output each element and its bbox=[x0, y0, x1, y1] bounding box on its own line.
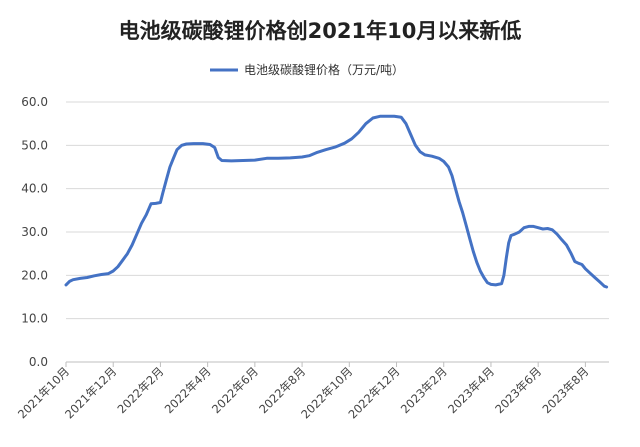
y-axis-ticks: 0.0 10.0 20.0 30.0 40.0 50.0 60.0 bbox=[21, 95, 48, 369]
legend: 电池级碳酸锂价格（万元/吨） bbox=[210, 62, 404, 77]
series-line bbox=[64, 114, 609, 289]
y-tick-label: 60.0 bbox=[21, 95, 48, 109]
y-tick-label: 0.0 bbox=[29, 355, 48, 369]
x-tick-label: 2022年4月 bbox=[162, 364, 214, 416]
x-tick-label: 2023年6月 bbox=[492, 364, 544, 416]
chart-title: 电池级碳酸锂价格创2021年10月以来新低 bbox=[119, 19, 522, 43]
x-tick-label: 2023年8月 bbox=[539, 364, 591, 416]
y-tick-label: 30.0 bbox=[21, 225, 48, 239]
x-tick-label: 2023年2月 bbox=[398, 364, 450, 416]
x-axis-ticks: 2021年10月2021年12月2022年2月2022年4月2022年6月202… bbox=[15, 362, 592, 421]
x-tick-label: 2022年6月 bbox=[209, 364, 261, 416]
legend-label: 电池级碳酸锂价格（万元/吨） bbox=[244, 62, 404, 77]
y-tick-label: 20.0 bbox=[21, 268, 48, 282]
y-tick-label: 40.0 bbox=[21, 182, 48, 196]
y-tick-label: 50.0 bbox=[21, 138, 48, 152]
x-tick-label: 2023年4月 bbox=[445, 364, 497, 416]
y-tick-label: 10.0 bbox=[21, 312, 48, 326]
x-tick-label: 2022年2月 bbox=[115, 364, 167, 416]
